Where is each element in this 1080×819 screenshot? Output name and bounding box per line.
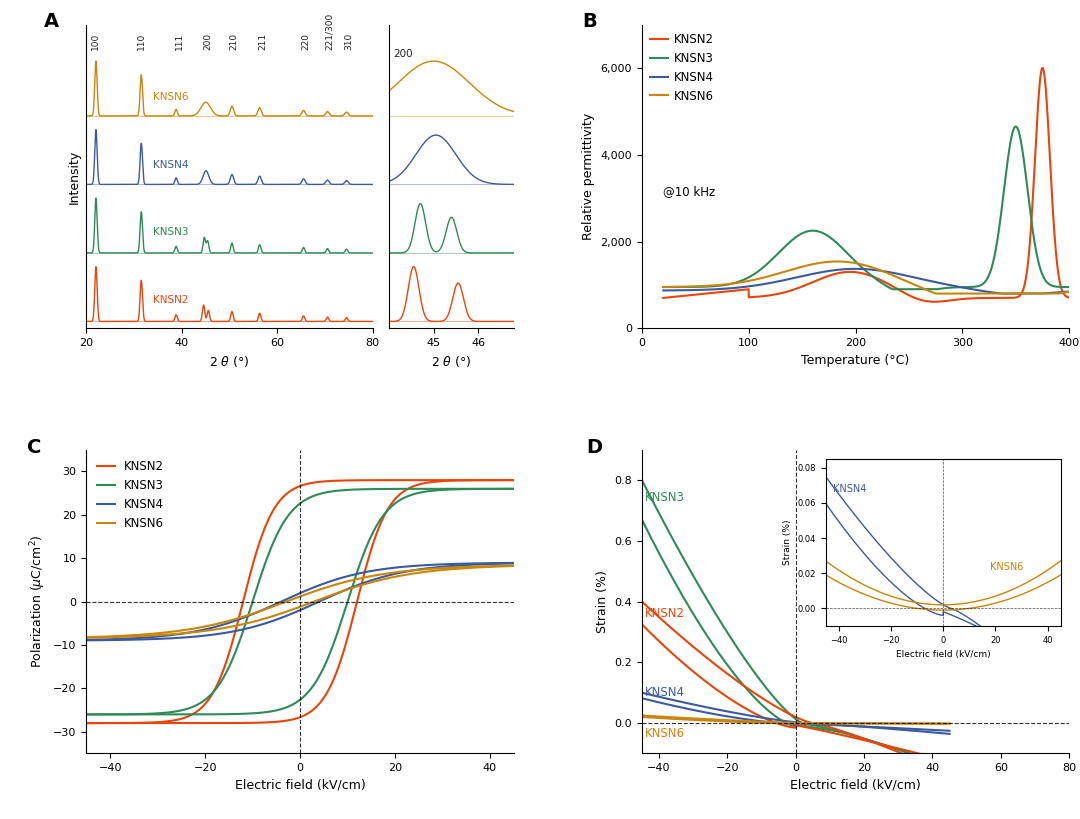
Text: 310: 310: [345, 33, 353, 50]
Legend: KNSN2, KNSN3, KNSN4, KNSN6: KNSN2, KNSN3, KNSN4, KNSN6: [648, 30, 716, 105]
Text: KNSN4: KNSN4: [646, 686, 686, 699]
X-axis label: Temperature (°C): Temperature (°C): [801, 354, 909, 367]
Text: 200: 200: [204, 33, 213, 50]
Text: KNSN6: KNSN6: [646, 726, 686, 740]
X-axis label: 2 $\theta$ (°): 2 $\theta$ (°): [431, 354, 472, 369]
Text: 221/300: 221/300: [325, 12, 335, 50]
Text: 200: 200: [393, 48, 413, 58]
Y-axis label: Intensity: Intensity: [68, 149, 81, 204]
Text: KNSN2: KNSN2: [153, 295, 189, 305]
Legend: KNSN2, KNSN3, KNSN4, KNSN6: KNSN2, KNSN3, KNSN4, KNSN6: [92, 455, 168, 535]
Text: KNSN6: KNSN6: [153, 92, 189, 102]
Text: B: B: [582, 12, 597, 31]
X-axis label: Electric field (kV/cm): Electric field (kV/cm): [234, 779, 365, 792]
Text: KNSN2: KNSN2: [646, 607, 686, 620]
Text: 110: 110: [137, 33, 146, 50]
Text: KNSN4: KNSN4: [153, 161, 189, 170]
Text: 100: 100: [92, 33, 100, 50]
Text: 211: 211: [258, 33, 268, 50]
Text: C: C: [27, 437, 41, 457]
Y-axis label: Polarization ($\mu$C/cm$^2$): Polarization ($\mu$C/cm$^2$): [28, 535, 48, 668]
Text: KNSN3: KNSN3: [646, 491, 685, 505]
Text: @10 kHz: @10 kHz: [663, 184, 716, 197]
Text: A: A: [43, 12, 58, 31]
Y-axis label: Strain (%): Strain (%): [596, 570, 609, 633]
Y-axis label: Relative permittivity: Relative permittivity: [582, 113, 595, 240]
X-axis label: 2 $\theta$ (°): 2 $\theta$ (°): [210, 354, 249, 369]
Text: 210: 210: [230, 33, 239, 50]
Text: 111: 111: [175, 33, 184, 50]
Text: 220: 220: [301, 33, 310, 50]
Text: KNSN3: KNSN3: [153, 227, 189, 237]
Text: D: D: [586, 437, 603, 457]
X-axis label: Electric field (kV/cm): Electric field (kV/cm): [791, 779, 921, 792]
